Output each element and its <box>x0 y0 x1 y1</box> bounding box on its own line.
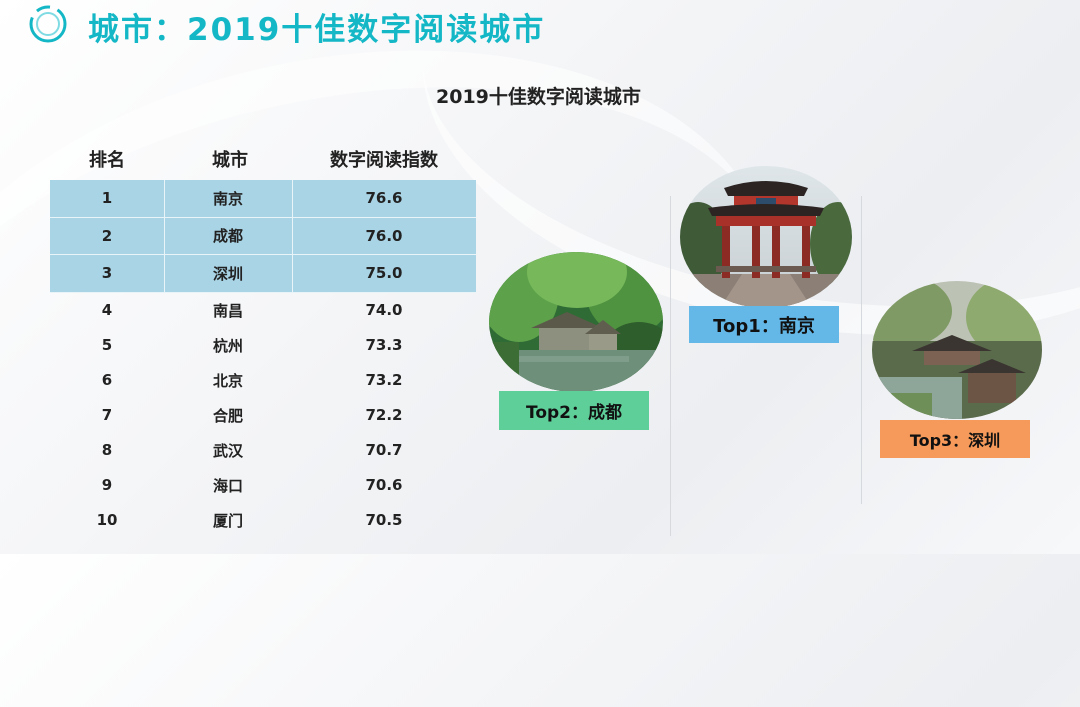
index-cell: 70.6 <box>365 476 403 494</box>
city-cell: 海口 <box>212 476 243 495</box>
rank-cell: 3 <box>101 264 113 283</box>
page-title: 城市：2019十佳数字阅读城市 <box>88 12 546 48</box>
city-cell: 合肥 <box>212 406 243 425</box>
index-cell: 70.5 <box>365 511 403 529</box>
rank-cell: 6 <box>101 371 113 389</box>
divider <box>861 196 862 504</box>
column-header-rank: 排名 <box>89 150 125 171</box>
top2-label: Top2：成都 <box>499 391 649 430</box>
city-cell: 厦门 <box>212 511 243 530</box>
index-cell: 73.3 <box>365 336 403 354</box>
city-cell: 南京 <box>212 189 243 208</box>
divider <box>670 196 671 536</box>
table-row: 7 合肥 72.2 <box>50 398 476 433</box>
column-header-city: 城市 <box>212 150 248 171</box>
table-row: 8 武汉 70.7 <box>50 433 476 468</box>
table-row: 6 北京 73.2 <box>50 363 476 398</box>
chengdu-bamboo-photo <box>489 252 663 392</box>
top3-label: Top3：深圳 <box>880 420 1030 458</box>
index-cell: 76.6 <box>365 189 403 208</box>
shenzhen-pavilion-photo <box>872 281 1042 419</box>
index-cell: 73.2 <box>365 371 403 389</box>
top1-label: Top1：南京 <box>689 306 839 343</box>
table-title: 2019十佳数字阅读城市 <box>436 86 641 108</box>
nanjing-paifang-photo <box>680 166 852 308</box>
circle-logo-icon <box>29 5 67 43</box>
ranking-table: 1 南京 76.6 2 成都 76.0 3 深圳 75.0 4 南昌 74.0 … <box>50 180 476 538</box>
city-cell: 武汉 <box>212 441 243 460</box>
rank-cell: 8 <box>101 441 113 459</box>
table-row: 2 成都 76.0 <box>50 217 476 255</box>
rank-cell: 2 <box>101 226 113 245</box>
city-cell: 杭州 <box>212 336 243 355</box>
index-cell: 76.0 <box>365 226 403 245</box>
table-row: 9 海口 70.6 <box>50 468 476 503</box>
city-cell: 北京 <box>212 371 243 390</box>
index-cell: 72.2 <box>365 406 403 424</box>
table-row: 4 南昌 74.0 <box>50 293 476 328</box>
table-row: 1 南京 76.6 <box>50 180 476 218</box>
city-cell: 深圳 <box>212 264 243 283</box>
rank-cell: 4 <box>101 301 113 319</box>
rank-cell: 1 <box>101 189 113 208</box>
column-header-index: 数字阅读指数 <box>330 150 438 171</box>
table-row: 5 杭州 73.3 <box>50 328 476 363</box>
city-cell: 南昌 <box>212 301 243 320</box>
rank-cell: 9 <box>101 476 113 494</box>
table-row: 3 深圳 75.0 <box>50 255 476 293</box>
rank-cell: 10 <box>96 511 118 529</box>
table-row: 10 厦门 70.5 <box>50 503 476 538</box>
index-cell: 70.7 <box>365 441 403 459</box>
index-cell: 75.0 <box>365 264 403 283</box>
index-cell: 74.0 <box>365 301 403 319</box>
city-cell: 成都 <box>212 227 243 246</box>
rank-cell: 7 <box>101 406 113 424</box>
rank-cell: 5 <box>101 336 113 354</box>
